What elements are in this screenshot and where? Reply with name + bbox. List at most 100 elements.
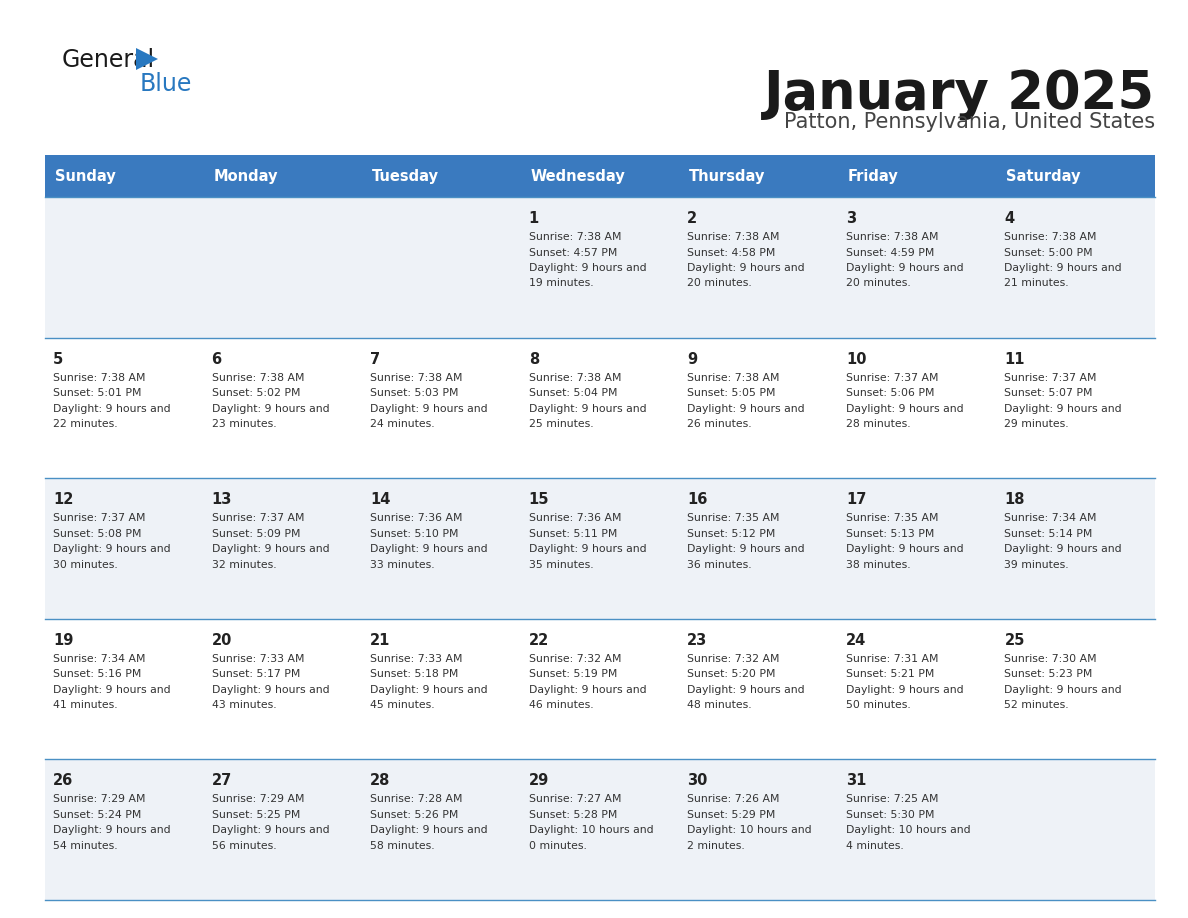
Text: Sunset: 5:17 PM: Sunset: 5:17 PM (211, 669, 299, 679)
Text: 36 minutes.: 36 minutes. (688, 560, 752, 570)
Text: Daylight: 9 hours and: Daylight: 9 hours and (53, 404, 171, 414)
Text: Daylight: 9 hours and: Daylight: 9 hours and (529, 404, 646, 414)
Text: 14: 14 (371, 492, 391, 508)
Text: 17: 17 (846, 492, 866, 508)
Text: 6: 6 (211, 352, 222, 366)
Text: 20: 20 (211, 633, 232, 648)
Text: Daylight: 9 hours and: Daylight: 9 hours and (688, 404, 805, 414)
Text: Sunrise: 7:33 AM: Sunrise: 7:33 AM (371, 654, 462, 664)
Text: 26 minutes.: 26 minutes. (688, 420, 752, 429)
Text: Sunrise: 7:38 AM: Sunrise: 7:38 AM (688, 373, 779, 383)
Text: Sunrise: 7:38 AM: Sunrise: 7:38 AM (211, 373, 304, 383)
Text: 2: 2 (688, 211, 697, 226)
Bar (45, 338, 1155, 478)
Text: Sunset: 4:59 PM: Sunset: 4:59 PM (846, 248, 934, 258)
Text: Daylight: 9 hours and: Daylight: 9 hours and (371, 544, 488, 554)
Text: Daylight: 9 hours and: Daylight: 9 hours and (53, 825, 171, 835)
Text: Daylight: 10 hours and: Daylight: 10 hours and (688, 825, 811, 835)
Text: 25 minutes.: 25 minutes. (529, 420, 593, 429)
Text: Sunrise: 7:38 AM: Sunrise: 7:38 AM (1004, 232, 1097, 242)
Bar (45, 478, 1155, 619)
Text: 3: 3 (846, 211, 857, 226)
Text: Daylight: 9 hours and: Daylight: 9 hours and (529, 685, 646, 695)
Text: Sunrise: 7:25 AM: Sunrise: 7:25 AM (846, 794, 939, 804)
Text: 38 minutes.: 38 minutes. (846, 560, 910, 570)
Text: 9: 9 (688, 352, 697, 366)
Text: Daylight: 9 hours and: Daylight: 9 hours and (1004, 404, 1121, 414)
Text: 29: 29 (529, 773, 549, 789)
Text: 22 minutes.: 22 minutes. (53, 420, 118, 429)
Text: Daylight: 9 hours and: Daylight: 9 hours and (529, 544, 646, 554)
Text: 27: 27 (211, 773, 232, 789)
Text: Sunset: 5:01 PM: Sunset: 5:01 PM (53, 388, 141, 398)
Text: 15: 15 (529, 492, 549, 508)
Text: Sunrise: 7:29 AM: Sunrise: 7:29 AM (211, 794, 304, 804)
Text: 25: 25 (1004, 633, 1025, 648)
Text: Sunrise: 7:37 AM: Sunrise: 7:37 AM (211, 513, 304, 523)
Text: 10: 10 (846, 352, 866, 366)
Text: Sunset: 5:05 PM: Sunset: 5:05 PM (688, 388, 776, 398)
Text: Sunrise: 7:31 AM: Sunrise: 7:31 AM (846, 654, 939, 664)
Text: Sunset: 5:24 PM: Sunset: 5:24 PM (53, 810, 141, 820)
Text: Blue: Blue (140, 72, 192, 96)
Text: Daylight: 9 hours and: Daylight: 9 hours and (529, 263, 646, 273)
Text: Sunrise: 7:36 AM: Sunrise: 7:36 AM (371, 513, 462, 523)
Text: 11: 11 (1004, 352, 1025, 366)
Text: 21 minutes.: 21 minutes. (1004, 278, 1069, 288)
Polygon shape (135, 48, 158, 70)
Text: Daylight: 9 hours and: Daylight: 9 hours and (371, 404, 488, 414)
Text: Sunrise: 7:38 AM: Sunrise: 7:38 AM (529, 373, 621, 383)
Text: 2 minutes.: 2 minutes. (688, 841, 745, 851)
Text: 43 minutes.: 43 minutes. (211, 700, 276, 711)
Text: Daylight: 10 hours and: Daylight: 10 hours and (846, 825, 971, 835)
Text: Daylight: 9 hours and: Daylight: 9 hours and (1004, 685, 1121, 695)
Text: 4 minutes.: 4 minutes. (846, 841, 904, 851)
Bar (45, 759, 1155, 900)
Text: 35 minutes.: 35 minutes. (529, 560, 593, 570)
Text: Daylight: 9 hours and: Daylight: 9 hours and (211, 825, 329, 835)
Text: 26: 26 (53, 773, 74, 789)
Text: Daylight: 9 hours and: Daylight: 9 hours and (211, 544, 329, 554)
Text: 56 minutes.: 56 minutes. (211, 841, 276, 851)
Text: Daylight: 9 hours and: Daylight: 9 hours and (53, 544, 171, 554)
Text: Patton, Pennsylvania, United States: Patton, Pennsylvania, United States (784, 112, 1155, 132)
Text: 33 minutes.: 33 minutes. (371, 560, 435, 570)
Text: Sunset: 5:25 PM: Sunset: 5:25 PM (211, 810, 299, 820)
Text: Sunset: 5:07 PM: Sunset: 5:07 PM (1004, 388, 1093, 398)
Text: Daylight: 9 hours and: Daylight: 9 hours and (846, 685, 963, 695)
Text: 50 minutes.: 50 minutes. (846, 700, 911, 711)
Text: Sunrise: 7:27 AM: Sunrise: 7:27 AM (529, 794, 621, 804)
Text: 29 minutes.: 29 minutes. (1004, 420, 1069, 429)
Text: Sunset: 5:12 PM: Sunset: 5:12 PM (688, 529, 776, 539)
Text: Sunset: 5:13 PM: Sunset: 5:13 PM (846, 529, 934, 539)
Text: 5: 5 (53, 352, 63, 366)
Text: Sunrise: 7:32 AM: Sunrise: 7:32 AM (688, 654, 779, 664)
Text: General: General (62, 48, 156, 72)
Text: 28 minutes.: 28 minutes. (846, 420, 910, 429)
Text: Sunrise: 7:37 AM: Sunrise: 7:37 AM (846, 373, 939, 383)
Text: 16: 16 (688, 492, 708, 508)
Text: 22: 22 (529, 633, 549, 648)
Text: Sunset: 5:19 PM: Sunset: 5:19 PM (529, 669, 617, 679)
Text: Sunday: Sunday (55, 169, 115, 184)
Text: Sunset: 5:06 PM: Sunset: 5:06 PM (846, 388, 934, 398)
Text: Sunrise: 7:38 AM: Sunrise: 7:38 AM (846, 232, 939, 242)
Text: Tuesday: Tuesday (372, 169, 440, 184)
Text: 23: 23 (688, 633, 708, 648)
Text: Sunset: 5:20 PM: Sunset: 5:20 PM (688, 669, 776, 679)
Text: Sunset: 5:00 PM: Sunset: 5:00 PM (1004, 248, 1093, 258)
Text: 1: 1 (529, 211, 539, 226)
Text: Sunrise: 7:37 AM: Sunrise: 7:37 AM (53, 513, 145, 523)
Text: 23 minutes.: 23 minutes. (211, 420, 276, 429)
Text: 58 minutes.: 58 minutes. (371, 841, 435, 851)
Text: 21: 21 (371, 633, 391, 648)
Text: Sunrise: 7:34 AM: Sunrise: 7:34 AM (53, 654, 145, 664)
Bar (45, 197, 1155, 338)
Text: 8: 8 (529, 352, 539, 366)
Text: 20 minutes.: 20 minutes. (846, 278, 911, 288)
Bar (45, 155, 1155, 197)
Text: January 2025: January 2025 (764, 68, 1155, 120)
Text: 19: 19 (53, 633, 74, 648)
Text: 32 minutes.: 32 minutes. (211, 560, 276, 570)
Text: Sunset: 5:04 PM: Sunset: 5:04 PM (529, 388, 618, 398)
